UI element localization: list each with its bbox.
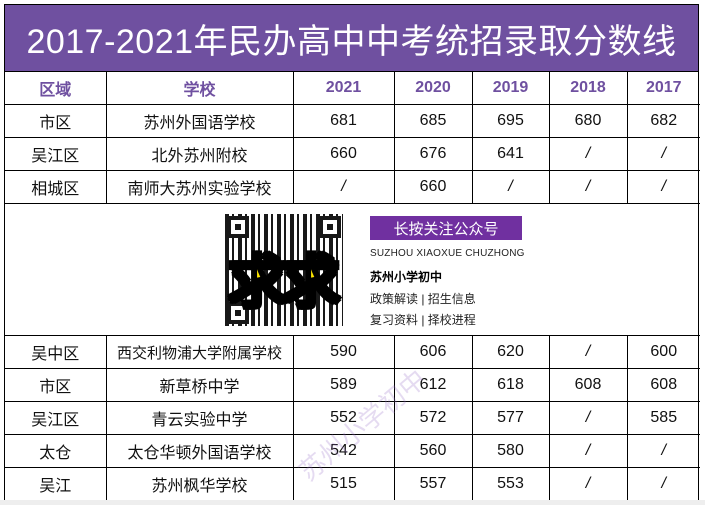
account-desc-line1: 政策解读 | 招生信息 xyxy=(370,292,476,306)
table-row: 太仓 太仓华顿外国语学校 542 560 580 / / xyxy=(5,434,700,468)
qr-overlay-text: 求求 xyxy=(226,247,341,318)
school-cell: 苏州外国语学校 xyxy=(105,104,294,138)
score-table: 区域 学校 2021 2020 2019 2018 2017 市区 苏州外国语学… xyxy=(5,72,700,501)
score-cell: 590 xyxy=(292,335,395,369)
header-region: 区域 xyxy=(5,72,107,105)
score-cell: 553 xyxy=(471,467,550,501)
bottom-strip xyxy=(0,500,705,505)
score-cell: 608 xyxy=(626,368,700,402)
score-cell: 608 xyxy=(548,368,628,402)
region-cell: 相城区 xyxy=(5,170,107,204)
region-cell: 吴江区 xyxy=(5,401,107,435)
score-cell: / xyxy=(471,170,550,204)
score-cell: 618 xyxy=(471,368,550,402)
qr-finder-icon xyxy=(319,216,341,238)
region-cell: 吴中区 xyxy=(5,335,107,369)
score-cell: / xyxy=(548,401,628,435)
school-cell: 西交利物浦大学附属学校 xyxy=(105,335,294,369)
score-sheet: 2017-2021年民办高中中考统招录取分数线 区域 学校 2021 2020 … xyxy=(4,4,700,502)
score-cell: / xyxy=(548,137,628,171)
wechat-ad-banner[interactable]: 求求 长按关注公众号 SUZHOU XIAOXUE CHUZHONG 苏州小学初… xyxy=(215,210,525,330)
score-cell: 676 xyxy=(393,137,473,171)
account-name: 苏州小学初中 xyxy=(370,270,443,284)
region-cell: 市区 xyxy=(5,368,107,402)
score-cell: 606 xyxy=(393,335,473,369)
header-2021: 2021 xyxy=(292,72,395,105)
school-cell: 青云实验中学 xyxy=(105,401,294,435)
region-cell: 太仓 xyxy=(5,434,107,468)
score-cell: 589 xyxy=(292,368,395,402)
score-cell: / xyxy=(626,170,700,204)
header-2019: 2019 xyxy=(471,72,550,105)
score-cell: / xyxy=(626,137,700,171)
school-cell: 南师大苏州实验学校 xyxy=(105,170,294,204)
table-row: 吴江区 青云实验中学 552 572 577 / 585 xyxy=(5,401,700,435)
score-cell: 681 xyxy=(292,104,395,138)
school-cell: 苏州枫华学校 xyxy=(105,467,294,501)
score-cell: 612 xyxy=(393,368,473,402)
score-cell: 542 xyxy=(292,434,395,468)
score-cell: / xyxy=(548,170,628,204)
score-cell: / xyxy=(626,434,700,468)
ad-cell: 求求 长按关注公众号 SUZHOU XIAOXUE CHUZHONG 苏州小学初… xyxy=(5,203,700,336)
score-cell: 552 xyxy=(292,401,395,435)
qr-finder-icon xyxy=(227,302,249,324)
score-cell: 585 xyxy=(626,401,700,435)
region-cell: 吴江区 xyxy=(5,137,107,171)
score-cell: 680 xyxy=(548,104,628,138)
score-cell: 577 xyxy=(471,401,550,435)
school-cell: 北外苏州附校 xyxy=(105,137,294,171)
score-cell: 660 xyxy=(393,170,473,204)
qr-finder-icon xyxy=(227,216,249,238)
school-cell: 新草桥中学 xyxy=(105,368,294,402)
school-cell: 太仓华顿外国语学校 xyxy=(105,434,294,468)
score-cell: / xyxy=(548,434,628,468)
header-school: 学校 xyxy=(105,72,294,105)
score-cell: 557 xyxy=(393,467,473,501)
score-cell: / xyxy=(626,467,700,501)
score-cell: 515 xyxy=(292,467,395,501)
table-row: 市区 苏州外国语学校 681 685 695 680 682 xyxy=(5,104,700,138)
table-row: 市区 新草桥中学 589 612 618 608 608 xyxy=(5,368,700,402)
header-row: 区域 学校 2021 2020 2019 2018 2017 xyxy=(5,72,700,105)
table-row: 吴中区 西交利物浦大学附属学校 590 606 620 / 600 xyxy=(5,335,700,369)
account-english-name: SUZHOU XIAOXUE CHUZHONG xyxy=(370,248,525,259)
score-cell: 560 xyxy=(393,434,473,468)
follow-account-button[interactable]: 长按关注公众号 xyxy=(370,216,522,240)
header-2018: 2018 xyxy=(548,72,628,105)
score-cell: 685 xyxy=(393,104,473,138)
score-cell: 580 xyxy=(471,434,550,468)
region-cell: 吴江 xyxy=(5,467,107,501)
score-cell: 641 xyxy=(471,137,550,171)
table-row: 相城区 南师大苏州实验学校 / 660 / / / xyxy=(5,170,700,204)
header-2020: 2020 xyxy=(393,72,473,105)
page-title: 2017-2021年民办高中中考统招录取分数线 xyxy=(5,5,698,72)
score-cell: 572 xyxy=(393,401,473,435)
score-cell: / xyxy=(548,467,628,501)
table-row: 吴江 苏州枫华学校 515 557 553 / / xyxy=(5,467,700,501)
score-cell: 695 xyxy=(471,104,550,138)
ad-row: 求求 长按关注公众号 SUZHOU XIAOXUE CHUZHONG 苏州小学初… xyxy=(5,203,700,336)
header-2017: 2017 xyxy=(626,72,700,105)
account-desc-line2: 复习资料 | 择校进程 xyxy=(370,313,476,327)
qr-code-icon[interactable] xyxy=(225,214,343,326)
table-row: 吴江区 北外苏州附校 660 676 641 / / xyxy=(5,137,700,171)
score-cell: / xyxy=(548,335,628,369)
score-cell: 620 xyxy=(471,335,550,369)
region-cell: 市区 xyxy=(5,104,107,138)
score-cell: 600 xyxy=(626,335,700,369)
score-cell: 682 xyxy=(626,104,700,138)
score-cell: 660 xyxy=(292,137,395,171)
score-cell: / xyxy=(292,170,395,204)
